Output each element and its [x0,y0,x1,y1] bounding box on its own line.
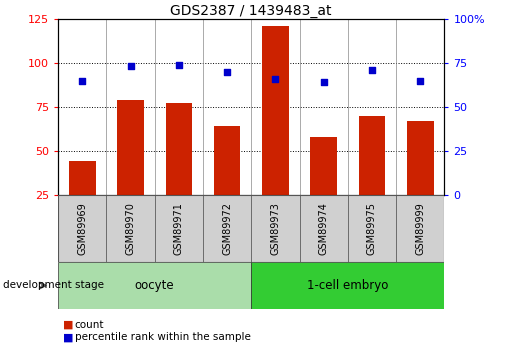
Bar [203,195,251,262]
Text: ■: ■ [63,320,74,330]
Point [126,64,134,69]
Bar [348,195,396,262]
Point [416,78,424,83]
Text: GSM89974: GSM89974 [319,202,329,255]
Text: development stage: development stage [3,280,104,290]
Bar [262,26,289,195]
Text: oocyte: oocyte [135,279,174,292]
Bar [396,195,444,262]
Bar [251,195,299,262]
Text: GSM89972: GSM89972 [222,202,232,255]
Point [175,62,183,68]
Text: percentile rank within the sample: percentile rank within the sample [75,333,250,342]
Text: GSM89973: GSM89973 [270,202,280,255]
Text: GSM89970: GSM89970 [126,202,135,255]
Bar [299,195,348,262]
Bar [407,121,433,195]
Text: 1-cell embryo: 1-cell embryo [307,279,388,292]
Point [271,76,279,81]
Bar [251,262,444,309]
Text: GSM89971: GSM89971 [174,202,184,255]
Point [223,69,231,75]
Bar [155,195,203,262]
Text: GSM89969: GSM89969 [77,202,87,255]
Bar [214,126,240,195]
Bar [311,137,337,195]
Point [78,78,86,83]
Bar [166,104,192,195]
Title: GDS2387 / 1439483_at: GDS2387 / 1439483_at [171,4,332,18]
Text: count: count [75,320,104,330]
Bar [58,195,107,262]
Point [368,67,376,73]
Bar [69,161,95,195]
Bar [117,100,144,195]
Point [320,80,328,85]
Text: ■: ■ [63,333,74,342]
Text: GSM89975: GSM89975 [367,202,377,255]
Bar [359,116,385,195]
Bar [107,195,155,262]
Bar [58,262,251,309]
Text: GSM89999: GSM89999 [415,202,425,255]
